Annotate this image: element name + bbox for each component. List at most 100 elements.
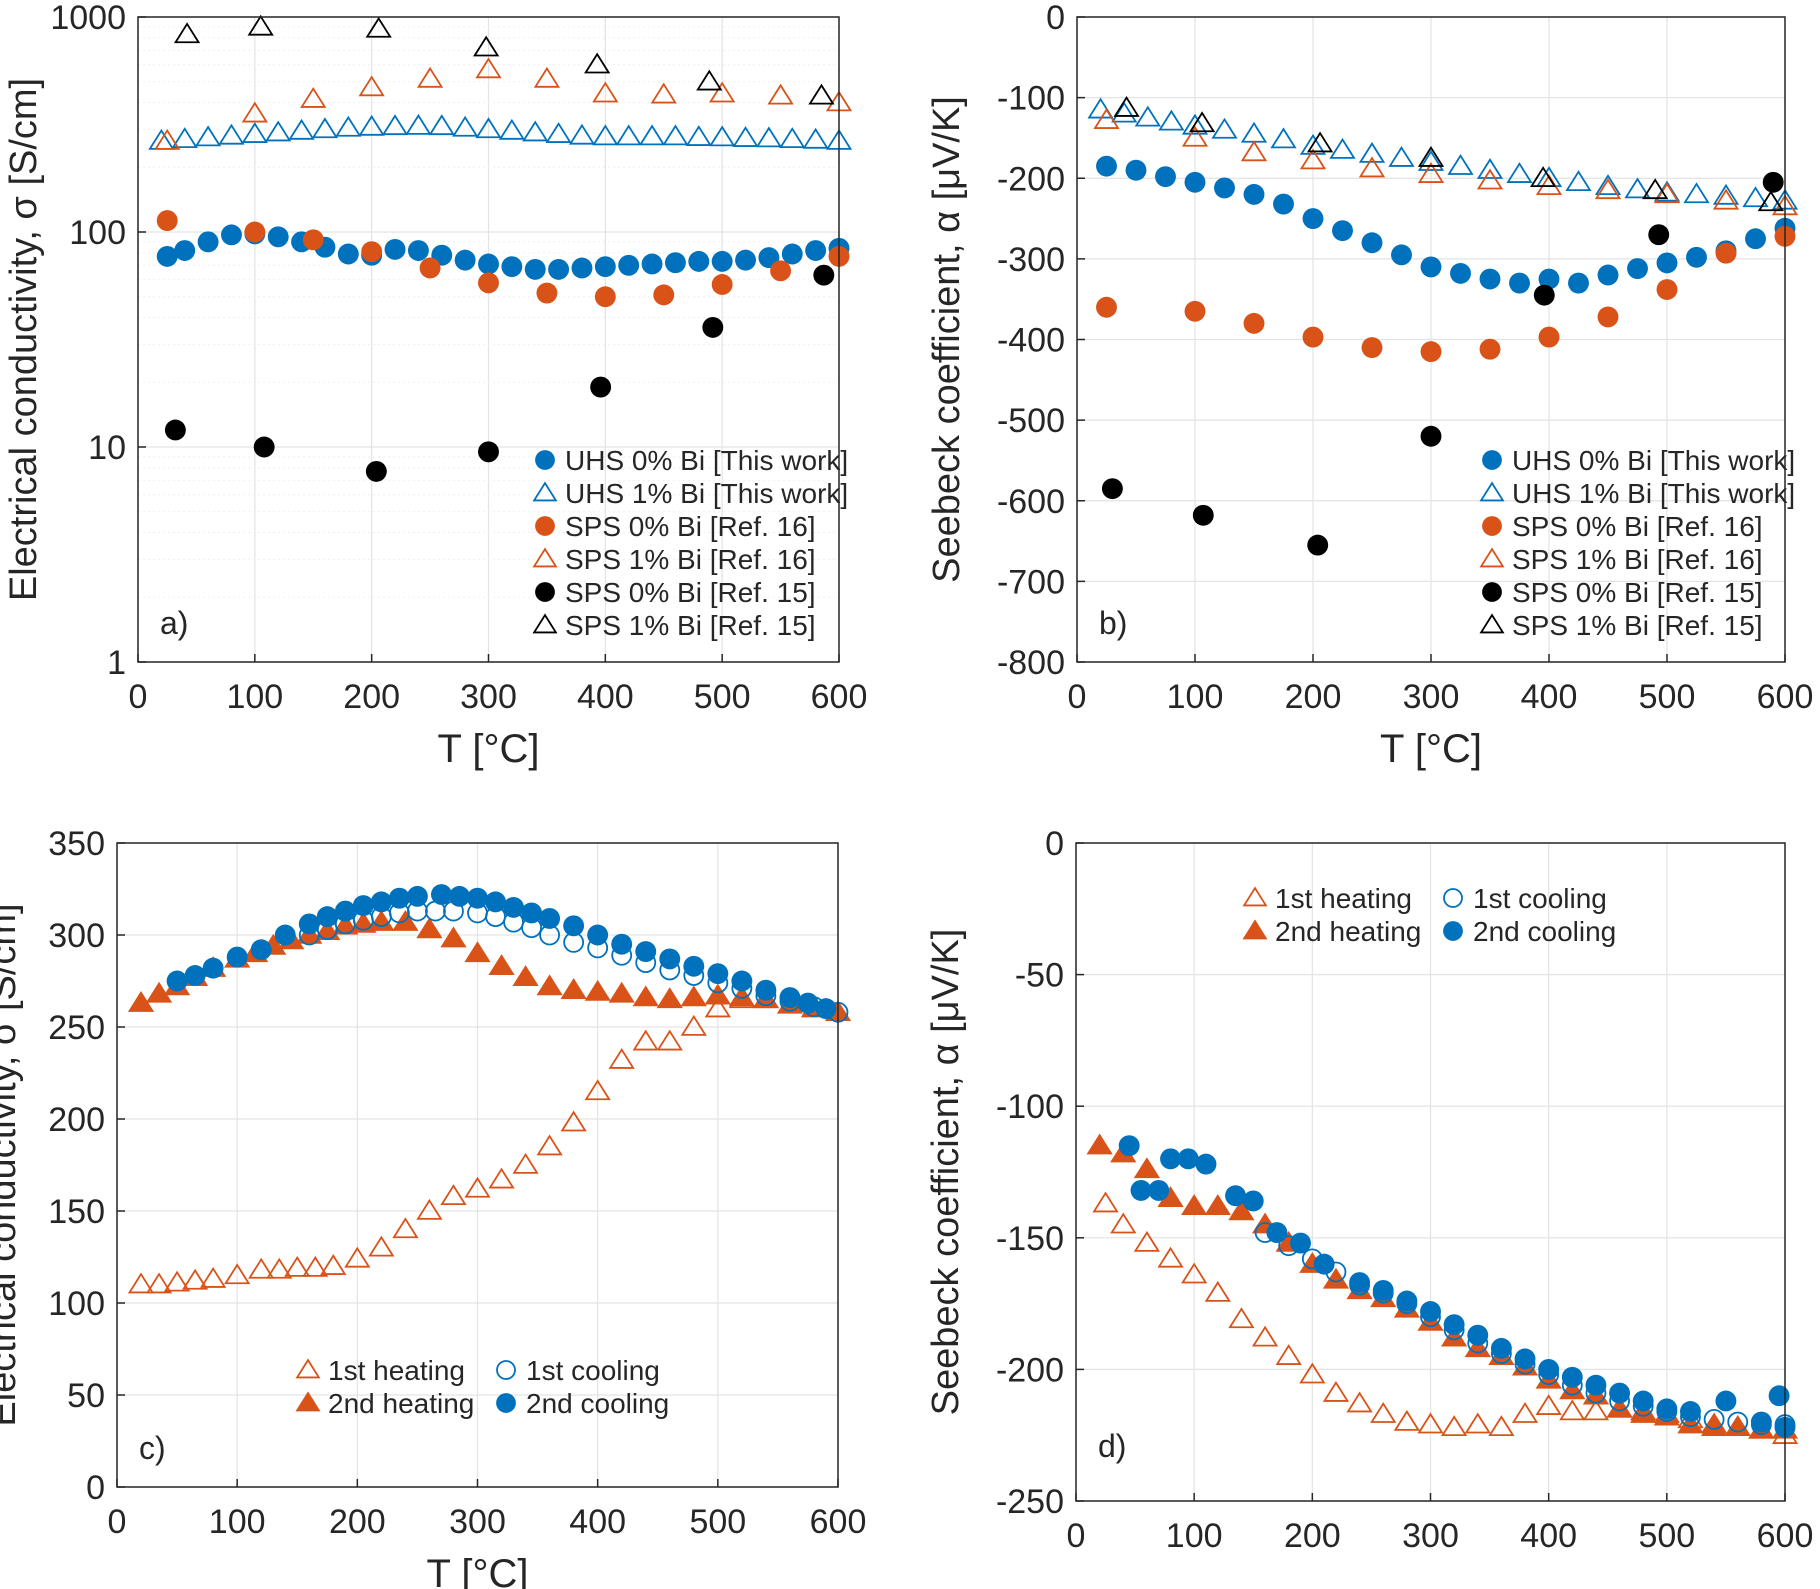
data-point	[1511, 1402, 1539, 1423]
legend-label: UHS 1% Bi [This work]	[1512, 478, 1795, 509]
x-tick-label: 200	[329, 1503, 386, 1541]
data-point	[1118, 1135, 1140, 1157]
data-point	[200, 1266, 227, 1288]
data-point	[608, 981, 635, 1003]
data-point	[164, 419, 186, 441]
data-point	[241, 101, 268, 123]
legend-item: UHS 0% Bi [This work]	[535, 445, 848, 476]
data-point	[1086, 1133, 1113, 1155]
data-point	[1396, 1290, 1418, 1312]
y-tick-label: 100	[48, 1285, 105, 1323]
y-tick-label: -600	[997, 483, 1065, 521]
x-tick-label: 600	[811, 678, 868, 716]
data-point	[1653, 182, 1681, 204]
x-tick-label: 500	[1638, 1517, 1695, 1555]
data-point	[1742, 186, 1769, 208]
data-point	[685, 125, 712, 146]
data-point	[384, 238, 406, 260]
data-point	[1420, 1301, 1441, 1322]
data-point	[1514, 1348, 1536, 1370]
y-tick-label: 0	[1045, 825, 1064, 863]
x-tick-label: 200	[1284, 1517, 1341, 1555]
data-point	[1565, 170, 1592, 192]
data-point	[608, 1047, 635, 1069]
data-point	[707, 963, 729, 985]
data-point	[533, 66, 561, 88]
data-point	[536, 282, 558, 304]
x-tick-label: 100	[1167, 678, 1224, 716]
legend-marker	[1479, 481, 1505, 502]
data-point	[197, 231, 219, 253]
x-tick-label: 400	[1520, 1517, 1577, 1555]
series-sps-0-bi-ref-15-	[164, 264, 835, 482]
data-point	[815, 998, 837, 1020]
data-point	[584, 979, 611, 1001]
data-point	[1388, 145, 1415, 167]
data-point	[1624, 177, 1651, 199]
y-axis-label: Electrical conductivity, σ [S/cm]	[3, 78, 45, 601]
panel-b: 0 100 200 300 400 500 600 0 -100 -200 -300 -400 -500…	[926, 0, 1813, 771]
x-tick-label: 200	[343, 678, 400, 716]
legend-item: 2nd heating	[295, 1388, 474, 1419]
data-point	[156, 245, 178, 267]
data-point	[1313, 1253, 1335, 1275]
data-point	[1204, 1280, 1231, 1302]
data-point	[524, 258, 546, 280]
data-point	[1712, 188, 1740, 210]
data-point	[611, 933, 633, 955]
data-point	[154, 128, 181, 150]
data-point	[709, 81, 736, 103]
data-point	[615, 124, 642, 146]
data-point	[127, 1272, 155, 1294]
data-point	[464, 941, 491, 963]
data-point	[664, 252, 686, 274]
data-point	[635, 941, 657, 963]
data-point	[1476, 168, 1504, 190]
legend-label: UHS 0% Bi [This work]	[565, 445, 848, 476]
data-point	[1594, 174, 1622, 196]
data-point	[248, 1257, 275, 1279]
data-point	[1211, 117, 1238, 139]
x-tick-label: 0	[129, 678, 148, 716]
data-point	[1346, 1391, 1373, 1413]
legend-label: 2nd cooling	[1473, 916, 1616, 947]
data-point	[711, 250, 733, 272]
data-point	[358, 75, 385, 97]
y-axis-label: Electrical conductivity, σ [S/cm]	[0, 903, 24, 1426]
legend-item: SPS 0% Bi [Ref. 15]	[535, 577, 816, 608]
legend-marker	[1479, 547, 1505, 568]
data-point	[173, 22, 201, 44]
data-point	[1594, 178, 1622, 200]
legend-marker	[1482, 582, 1502, 602]
data-point	[475, 117, 502, 139]
y-tick-label: 50	[67, 1377, 105, 1415]
x-tick-label: 600	[810, 1503, 867, 1541]
legend-item: 2nd cooling	[1443, 916, 1616, 947]
data-point	[732, 126, 759, 147]
data-point	[1242, 1190, 1264, 1212]
data-point	[1490, 1337, 1512, 1359]
data-point	[1745, 228, 1766, 250]
data-point	[650, 82, 677, 104]
data-point	[656, 987, 683, 1009]
data-point	[1181, 1262, 1208, 1284]
data-point	[320, 1254, 347, 1275]
data-point	[1467, 1324, 1489, 1346]
data-point	[1273, 193, 1294, 215]
x-tick-label: 300	[1402, 1517, 1459, 1555]
data-point	[1656, 279, 1678, 300]
data-point	[381, 114, 409, 136]
series-sps-1-bi-ref-16-	[1093, 108, 1799, 216]
data-point	[512, 965, 539, 987]
data-point	[274, 924, 296, 946]
legend-label: SPS 1% Bi [Ref. 15]	[1512, 610, 1763, 641]
legend-item: UHS 0% Bi [This work]	[1482, 445, 1795, 476]
data-point	[388, 887, 410, 909]
data-point	[680, 1014, 707, 1036]
data-point	[1535, 1394, 1562, 1415]
series-sps-1-bi-ref-16-	[154, 57, 853, 150]
data-point	[548, 258, 570, 280]
data-point	[1417, 1412, 1444, 1434]
data-point	[594, 256, 616, 278]
